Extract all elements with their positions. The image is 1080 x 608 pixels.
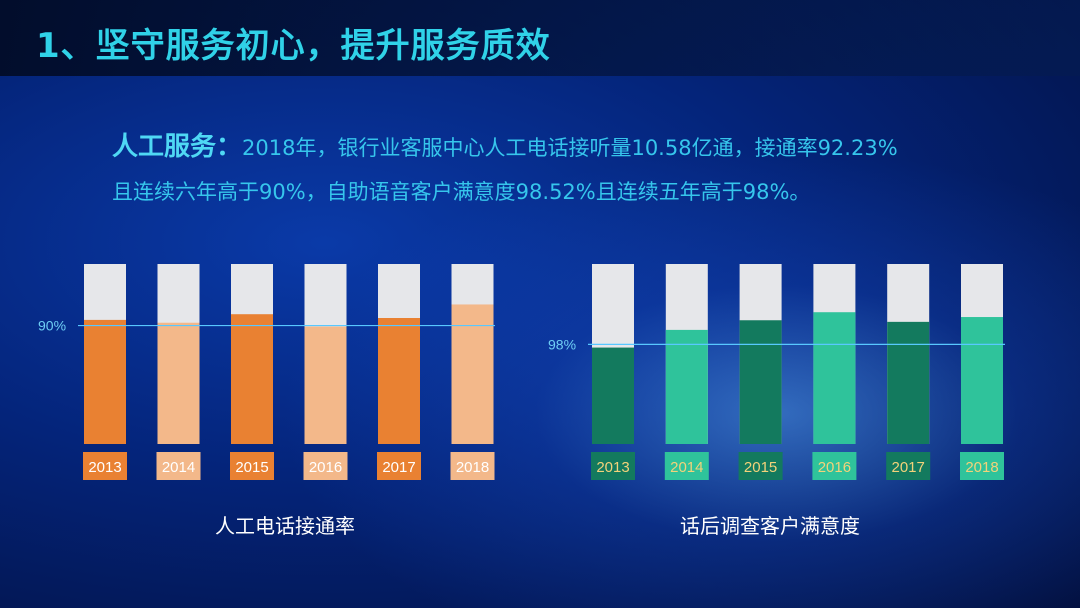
x-tick-label-2017: 2017 bbox=[892, 459, 925, 476]
x-tick-label-2014: 2014 bbox=[670, 459, 703, 476]
x-tick-label-2016: 2016 bbox=[309, 459, 342, 476]
year-label-bg-2016 bbox=[812, 452, 857, 480]
x-tick-label-2018: 2018 bbox=[456, 459, 489, 476]
x-tick-label-2013: 2013 bbox=[88, 459, 121, 476]
x-tick-label-2013: 2013 bbox=[596, 459, 629, 476]
bar-2013 bbox=[592, 347, 634, 444]
year-label-bg-2017 bbox=[377, 452, 421, 480]
customer-satisfaction-chart: 2013 2014 2015 2016 2017 2018 98% bbox=[548, 264, 1005, 480]
x-tick-label-2017: 2017 bbox=[382, 459, 415, 476]
reference-line-label: 98% bbox=[548, 336, 576, 352]
year-label-bg-2015 bbox=[230, 452, 274, 480]
reference-line-label: 90% bbox=[38, 318, 66, 334]
call-connection-rate-chart: 2013 2014 2015 2016 2017 2018 90% bbox=[38, 264, 495, 480]
year-label-bg-2015 bbox=[738, 452, 783, 480]
bar-2013 bbox=[84, 319, 126, 444]
year-label-bg-2018 bbox=[960, 452, 1004, 480]
summary-lead: 人工服务： bbox=[112, 132, 243, 162]
bar-2018 bbox=[961, 317, 1003, 444]
bar-2014 bbox=[157, 322, 200, 444]
bar-2016 bbox=[813, 312, 856, 444]
title-bar bbox=[0, 0, 1080, 76]
summary-line-1: 2018年，银行业客服中心人工电话接听量10.58亿通，接通率92.23% bbox=[242, 136, 898, 160]
summary-text: 人工服务：2018年，银行业客服中心人工电话接听量10.58亿通，接通率92.2… bbox=[112, 125, 1012, 214]
year-label-bg-2016 bbox=[303, 452, 348, 480]
page-title: 1、坚守服务初心，提升服务质效 bbox=[36, 26, 551, 66]
bar-2015 bbox=[231, 314, 273, 444]
year-label-bg-2013 bbox=[83, 452, 127, 480]
x-tick-label-2014: 2014 bbox=[162, 459, 195, 476]
bar-2016 bbox=[304, 326, 347, 444]
year-label-bg-2017 bbox=[886, 452, 931, 480]
bar-2014 bbox=[665, 329, 708, 444]
bar-2017 bbox=[887, 321, 930, 444]
x-tick-label-2018: 2018 bbox=[965, 459, 998, 476]
bar-2018 bbox=[451, 304, 494, 444]
bar-2015 bbox=[739, 320, 782, 444]
year-label-bg-2018 bbox=[450, 452, 495, 480]
year-label-bg-2013 bbox=[591, 452, 635, 480]
chart-2-caption: 话后调查客户满意度 bbox=[680, 514, 860, 538]
x-tick-label-2015: 2015 bbox=[744, 459, 777, 476]
bar-2017 bbox=[378, 318, 420, 444]
chart-1-caption: 人工电话接通率 bbox=[215, 514, 355, 538]
year-label-bg-2014 bbox=[156, 452, 201, 480]
year-label-bg-2014 bbox=[664, 452, 709, 480]
x-tick-label-2016: 2016 bbox=[818, 459, 851, 476]
x-tick-label-2015: 2015 bbox=[235, 459, 268, 476]
summary-line-2: 且连续六年高于90%，自助语音客户满意度98.52%且连续五年高于98%。 bbox=[112, 180, 811, 204]
